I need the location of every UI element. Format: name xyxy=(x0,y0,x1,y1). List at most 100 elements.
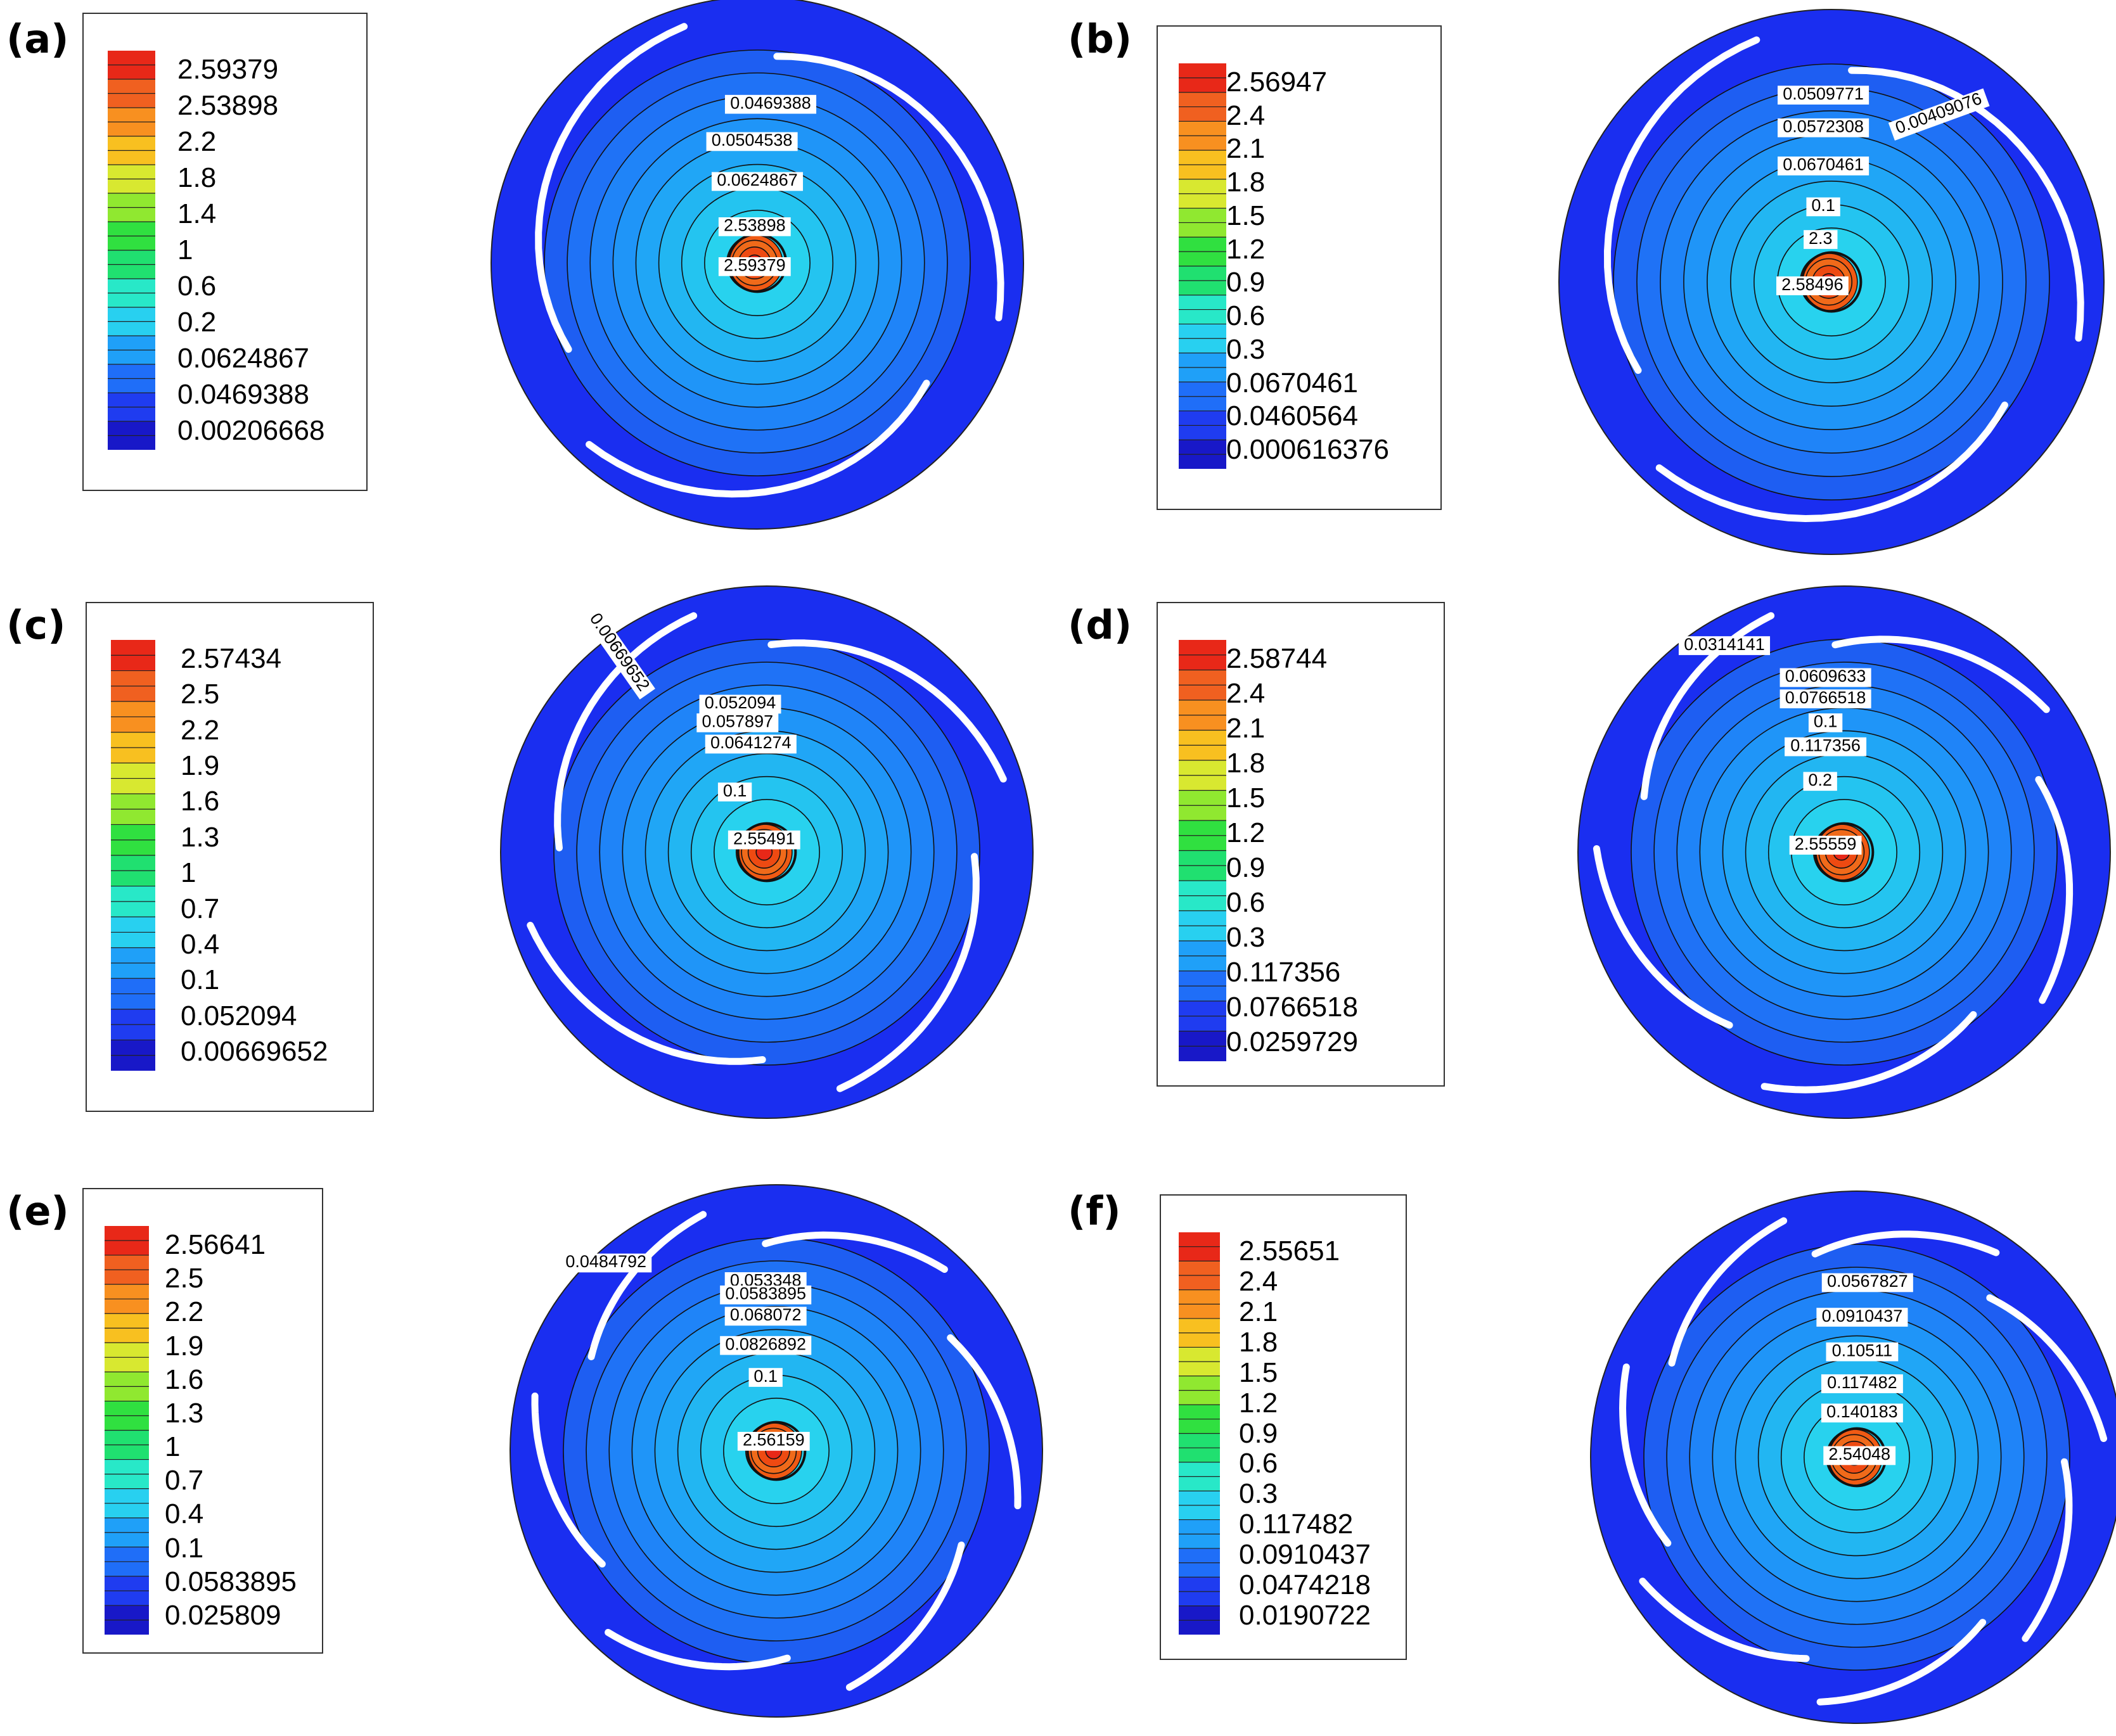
contour-label-text: 0.117356 xyxy=(1790,736,1861,755)
contour-label: 0.0509771 xyxy=(1778,84,1869,105)
contour-label-bg xyxy=(706,132,798,151)
color-band xyxy=(1179,835,1226,851)
contour-label: 0.0641274 xyxy=(705,733,797,754)
contour-label-bg xyxy=(724,94,817,114)
legend-tick-label: 1.6 xyxy=(165,1363,204,1395)
color-band xyxy=(105,1401,149,1416)
color-band xyxy=(108,193,155,208)
color-band xyxy=(1179,1289,1220,1305)
contour-label: 0.0670461 xyxy=(1778,155,1869,176)
color-bar xyxy=(1179,1232,1220,1635)
legend-tick-label: 2.57434 xyxy=(181,643,282,674)
legend-tick-label: 1.4 xyxy=(177,198,217,229)
color-band xyxy=(108,364,155,379)
color-band xyxy=(1179,1405,1220,1420)
legend-tick-label: 1.5 xyxy=(1226,200,1266,231)
color-band xyxy=(1179,1562,1220,1578)
color-band xyxy=(1179,77,1226,93)
legend-tick-label: 0.1 xyxy=(165,1532,204,1564)
contour-label-bg xyxy=(1778,118,1869,137)
color-band xyxy=(108,421,155,436)
color-band xyxy=(1179,425,1226,440)
legend-tick-label: 1 xyxy=(177,234,193,265)
contour-label-bg xyxy=(1776,276,1849,295)
color-band xyxy=(108,378,155,393)
contour-label-bg xyxy=(718,257,791,276)
contour-label-text: 0.0509771 xyxy=(1783,84,1864,103)
legend-tick-label: 0.117356 xyxy=(1226,957,1341,988)
legend-tick-label: 1.9 xyxy=(181,750,220,782)
contour-label: 0.1 xyxy=(1808,712,1843,732)
color-band xyxy=(111,748,155,763)
contour-label: 2.58496 xyxy=(1776,275,1849,295)
contour-label-text: 0.057897 xyxy=(702,712,773,731)
contour-label: 0.052094 xyxy=(699,693,781,714)
color-band xyxy=(111,1040,155,1056)
legend-tick-label: 2.59379 xyxy=(177,54,279,85)
color-band xyxy=(111,1009,155,1025)
legend-tick-label: 0.0474218 xyxy=(1239,1569,1371,1601)
legend-tick-label: 0.00206668 xyxy=(177,415,325,446)
contour-label: 2.55491 xyxy=(728,829,800,850)
impeller-blade xyxy=(762,1231,948,1273)
color-band xyxy=(111,947,155,964)
contour-label: 2.55559 xyxy=(1789,834,1862,855)
contour-label-text: 0.052094 xyxy=(705,693,776,712)
color-band xyxy=(1179,1620,1220,1635)
contour-label: 0.0826892 xyxy=(720,1334,812,1355)
contour-label-text: 0.1 xyxy=(723,781,747,800)
contour-label-bg xyxy=(720,1286,812,1305)
color-band xyxy=(1179,440,1226,455)
legend-tick-label: 2.4 xyxy=(1226,678,1266,709)
color-band xyxy=(1179,295,1226,310)
contour-label-bg xyxy=(582,606,655,700)
contour-plot: 0.0567827 0.0910437 0.10511 0.117482 0.14018… xyxy=(1590,1190,2116,1724)
legend-tick-label: 1.9 xyxy=(165,1330,204,1362)
legend-tick-label: 0.4 xyxy=(165,1498,204,1530)
contour-label: 0.0624867 xyxy=(711,170,804,191)
color-band xyxy=(105,1255,149,1270)
panel-label: (f) xyxy=(1068,1188,1121,1234)
color-band xyxy=(1179,266,1226,281)
legend-tick-label: 0.0583895 xyxy=(165,1566,297,1597)
legend-tick-label: 0.0469388 xyxy=(177,379,309,410)
color-band xyxy=(108,222,155,236)
impeller-blade xyxy=(1619,1363,1672,1547)
contour-label-text: 2.55559 xyxy=(1795,834,1857,853)
color-band xyxy=(1179,1031,1226,1047)
contour-label: 0.0504538 xyxy=(706,131,798,151)
contour-label-bg xyxy=(705,734,797,754)
color-band xyxy=(105,1590,149,1606)
legend-tick-label: 1.5 xyxy=(1226,782,1266,814)
color-band xyxy=(108,122,155,137)
legend-tick-label: 2.56641 xyxy=(165,1229,266,1260)
contour-label: 0.0484792 xyxy=(560,1252,652,1273)
panel-label: (a) xyxy=(6,16,69,62)
impeller-blade xyxy=(1655,401,2008,523)
legend-tick-label: 2.1 xyxy=(1226,713,1266,744)
color-band xyxy=(1179,1362,1220,1377)
contour-label-text: 0.0624867 xyxy=(717,170,798,189)
color-band xyxy=(108,136,155,151)
legend-tick-label: 2.4 xyxy=(1239,1265,1278,1297)
legend-tick-label: 1 xyxy=(181,857,196,889)
contour-label: 0.117356 xyxy=(1785,736,1867,756)
color-band xyxy=(111,824,155,841)
color-band xyxy=(108,393,155,407)
legend-tick-label: 1.8 xyxy=(1239,1326,1278,1358)
color-band xyxy=(105,1532,149,1548)
color-band xyxy=(105,1328,149,1343)
color-band xyxy=(105,1619,149,1635)
color-band xyxy=(111,701,155,717)
contour-label-bg xyxy=(1789,836,1862,855)
contour-label-text: 2.58496 xyxy=(1781,275,1843,294)
contour-label-bg xyxy=(699,694,781,714)
color-band xyxy=(1179,63,1226,79)
impeller-blade xyxy=(1831,635,2050,713)
legend-tick-label: 1.5 xyxy=(1239,1356,1278,1388)
legend-tick-label: 2.1 xyxy=(1239,1296,1278,1327)
contour-label-bg xyxy=(718,217,791,236)
impeller-blade xyxy=(1986,1294,2107,1442)
color-band xyxy=(1179,1275,1220,1291)
contour-label-text: 0.0641274 xyxy=(710,733,792,752)
